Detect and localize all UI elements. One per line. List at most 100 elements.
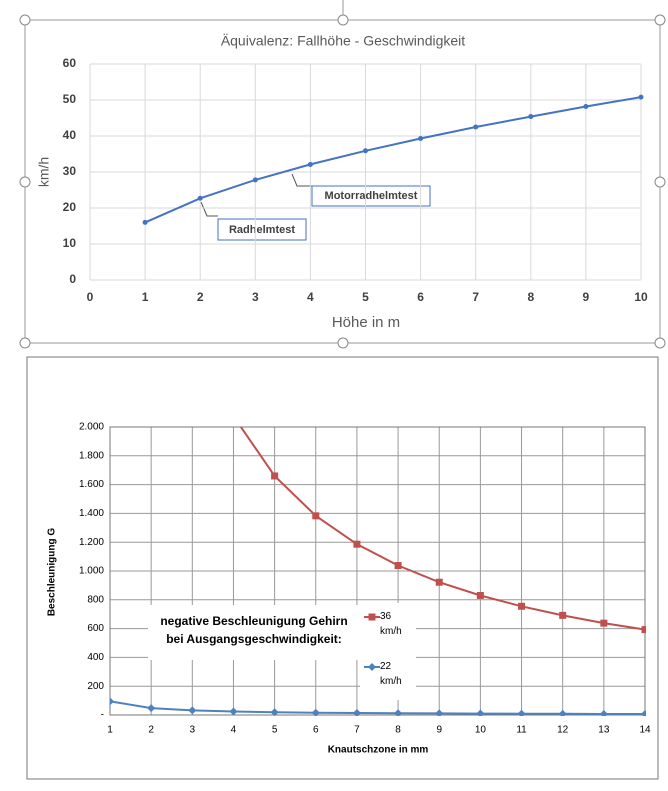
x-tick-label: 3	[252, 290, 259, 304]
data-point	[270, 708, 279, 716]
data-point	[559, 611, 567, 619]
data-point	[311, 708, 320, 716]
data-point	[528, 114, 534, 120]
chart-frame	[24, 19, 661, 344]
data-point	[517, 709, 526, 716]
x-tick-label: 12	[557, 725, 569, 736]
y-tick-label: 800	[87, 594, 104, 605]
callout-box	[217, 218, 307, 241]
data-point	[476, 709, 485, 716]
data-point	[638, 94, 644, 100]
callout-leader	[291, 173, 312, 187]
callout-text: Radhelmtest	[229, 224, 295, 236]
data-point	[435, 709, 444, 716]
data-point	[558, 709, 567, 716]
callout-text: Motorradhelmtest	[325, 190, 418, 202]
x-tick-label: 1	[142, 290, 149, 304]
callout-box	[311, 185, 431, 207]
data-point	[599, 709, 608, 716]
annotation-box	[148, 605, 360, 660]
x-tick-label: 8	[395, 725, 401, 736]
x-tick-label: 7	[472, 290, 479, 304]
selection-handles	[19, 14, 666, 349]
y-tick-label: 30	[63, 164, 77, 178]
data-point	[312, 512, 320, 520]
data-point	[197, 195, 203, 201]
data-point	[583, 103, 589, 109]
data-point	[142, 219, 148, 225]
data-point	[641, 626, 646, 634]
legend-item: 22 km/h	[380, 661, 402, 687]
data-point	[435, 578, 443, 586]
y-tick-label: 600	[87, 623, 104, 634]
x-tick-label: 4	[231, 725, 237, 736]
y-tick-label: 10	[63, 236, 77, 250]
data-point	[518, 602, 526, 610]
chart-title: Äquivalenz: Fallhöhe - Geschwindigkeit	[221, 33, 465, 49]
data-point	[418, 136, 424, 142]
y-tick-label: 400	[87, 652, 104, 663]
data-point	[110, 697, 114, 706]
data-point	[600, 619, 608, 627]
x-tick-label: 14	[639, 725, 651, 736]
data-point	[473, 124, 479, 130]
annotation-text: negative Beschleunigung Gehirn	[160, 614, 347, 628]
y-axis-title: km/h	[36, 157, 52, 187]
y-tick-label: 1.000	[79, 566, 104, 577]
callout-leader	[200, 201, 218, 217]
legend-item: 36 km/h	[380, 611, 402, 637]
data-point	[252, 177, 258, 183]
y-tick-label: 40	[63, 128, 77, 142]
x-tick-label: 11	[516, 725, 527, 736]
x-tick-label: 9	[583, 290, 590, 304]
x-tick-label: 10	[475, 725, 487, 736]
series-line	[110, 700, 645, 715]
y-tick-label: 200	[87, 681, 104, 692]
x-axis-title: Höhe in m	[332, 314, 400, 331]
x-tick-label: 5	[362, 290, 369, 304]
x-tick-label: 9	[436, 725, 442, 736]
data-point	[641, 709, 646, 716]
x-tick-label: 3	[190, 725, 196, 736]
y-tick-label: 1.600	[79, 479, 104, 490]
legend-marker	[368, 663, 376, 671]
data-point	[353, 540, 361, 548]
data-point	[394, 562, 402, 570]
data-point	[363, 148, 368, 154]
y-tick-label: 2.000	[79, 422, 104, 433]
x-tick-label: 2	[197, 290, 204, 304]
x-tick-label: 8	[527, 290, 534, 304]
y-tick-label: 50	[63, 92, 77, 106]
x-tick-label: 1	[107, 725, 113, 736]
legend-marker	[368, 613, 376, 621]
overlay-2: negative Beschleunigung Gehirn bei Ausga…	[148, 603, 416, 700]
y-tick-label: -	[101, 710, 104, 721]
data-point	[394, 709, 403, 716]
series-line	[239, 427, 646, 631]
data-point	[229, 707, 238, 716]
plot-2: - 200 400 600 800 1.000 1.200 1.400 1.600 1.800 2.…	[79, 422, 651, 736]
data-point	[307, 161, 313, 167]
plot-frame	[109, 426, 646, 716]
x-tick-label: 6	[313, 725, 319, 736]
x-tick-label: 13	[598, 725, 610, 736]
x-tick-label: 4	[307, 290, 314, 304]
data-point	[188, 706, 197, 715]
data-point	[476, 591, 484, 599]
x-tick-label: 10	[634, 290, 648, 304]
x-tick-label: 7	[354, 725, 360, 736]
y-tick-label: 0	[69, 272, 76, 286]
x-axis-title: Knautschzone in mm	[328, 745, 429, 756]
y-tick-label: 1.800	[79, 450, 104, 461]
y-tick-label: 1.400	[79, 508, 104, 519]
x-tick-label: 6	[417, 290, 424, 304]
legend-label: 22 km/h	[380, 661, 402, 687]
x-tick-label: 2	[148, 725, 154, 736]
y-tick-label: 20	[63, 200, 77, 214]
data-point	[271, 472, 279, 480]
y-axis-title: Beschleunigung G	[47, 528, 58, 617]
data-point	[352, 708, 361, 716]
x-tick-label: 5	[272, 725, 278, 736]
series-line	[144, 96, 642, 224]
